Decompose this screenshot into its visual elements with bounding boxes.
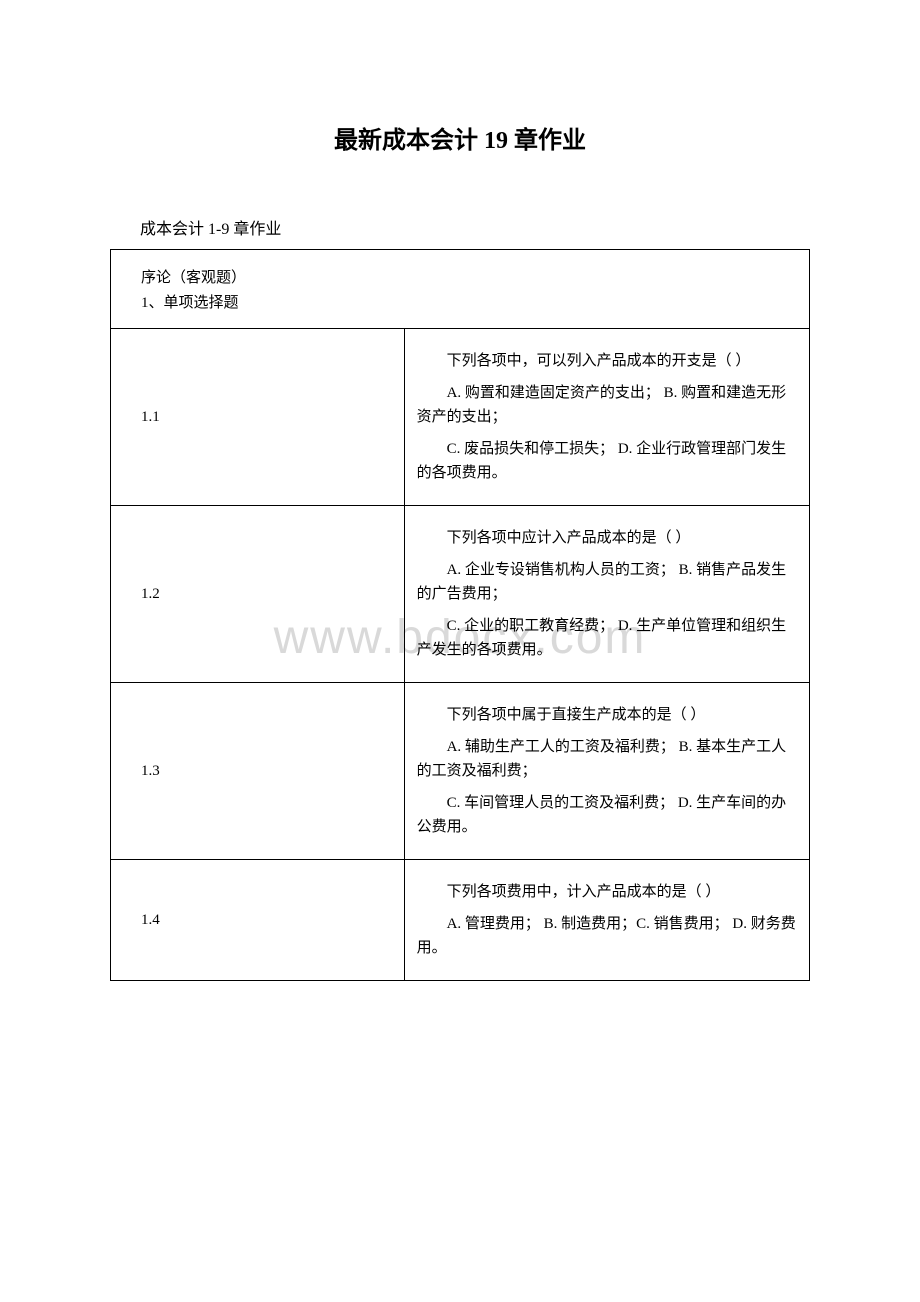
question-number-cell: 1.3 — [111, 683, 405, 860]
question-text: 下列各项中，可以列入产品成本的开支是（ ） — [417, 349, 797, 373]
section-label: 序论（客观题） — [141, 266, 793, 287]
question-options: C. 废品损失和停工损失； D. 企业行政管理部门发生的各项费用。 — [417, 437, 797, 485]
question-table: 序论（客观题） 1、单项选择题 1.1 下列各项中，可以列入产品成本的开支是（ … — [110, 249, 810, 981]
page-title: 最新成本会计 19 章作业 — [110, 120, 810, 155]
question-options: A. 辅助生产工人的工资及福利费； B. 基本生产工人的工资及福利费； — [417, 735, 797, 783]
question-content-cell: 下列各项中属于直接生产成本的是（ ） A. 辅助生产工人的工资及福利费； B. … — [404, 683, 809, 860]
table-row: 1.1 下列各项中，可以列入产品成本的开支是（ ） A. 购置和建造固定资产的支… — [111, 329, 810, 506]
question-number-cell: 1.2 — [111, 506, 405, 683]
question-content-cell: 下列各项中应计入产品成本的是（ ） A. 企业专设销售机构人员的工资； B. 销… — [404, 506, 809, 683]
subtitle: 成本会计 1-9 章作业 — [110, 215, 810, 239]
question-text: 下列各项中属于直接生产成本的是（ ） — [417, 703, 797, 727]
question-type-label: 1、单项选择题 — [141, 291, 793, 312]
table-header-row: 序论（客观题） 1、单项选择题 — [111, 250, 810, 329]
question-content-cell: 下列各项中，可以列入产品成本的开支是（ ） A. 购置和建造固定资产的支出； B… — [404, 329, 809, 506]
question-options: C. 企业的职工教育经费； D. 生产单位管理和组织生产发生的各项费用。 — [417, 614, 797, 662]
question-number-cell: 1.1 — [111, 329, 405, 506]
question-options: A. 管理费用； B. 制造费用；C. 销售费用； D. 财务费用。 — [417, 912, 797, 960]
table-row: 1.4 下列各项费用中，计入产品成本的是（ ） A. 管理费用； B. 制造费用… — [111, 860, 810, 981]
question-text: 下列各项费用中，计入产品成本的是（ ） — [417, 880, 797, 904]
question-options: A. 企业专设销售机构人员的工资； B. 销售产品发生的广告费用； — [417, 558, 797, 606]
table-row: 1.3 下列各项中属于直接生产成本的是（ ） A. 辅助生产工人的工资及福利费；… — [111, 683, 810, 860]
table-row: 1.2 下列各项中应计入产品成本的是（ ） A. 企业专设销售机构人员的工资； … — [111, 506, 810, 683]
question-content-cell: 下列各项费用中，计入产品成本的是（ ） A. 管理费用； B. 制造费用；C. … — [404, 860, 809, 981]
question-text: 下列各项中应计入产品成本的是（ ） — [417, 526, 797, 550]
question-options: C. 车间管理人员的工资及福利费； D. 生产车间的办公费用。 — [417, 791, 797, 839]
question-options: A. 购置和建造固定资产的支出； B. 购置和建造无形资产的支出； — [417, 381, 797, 429]
question-number-cell: 1.4 — [111, 860, 405, 981]
section-header-cell: 序论（客观题） 1、单项选择题 — [111, 250, 810, 329]
